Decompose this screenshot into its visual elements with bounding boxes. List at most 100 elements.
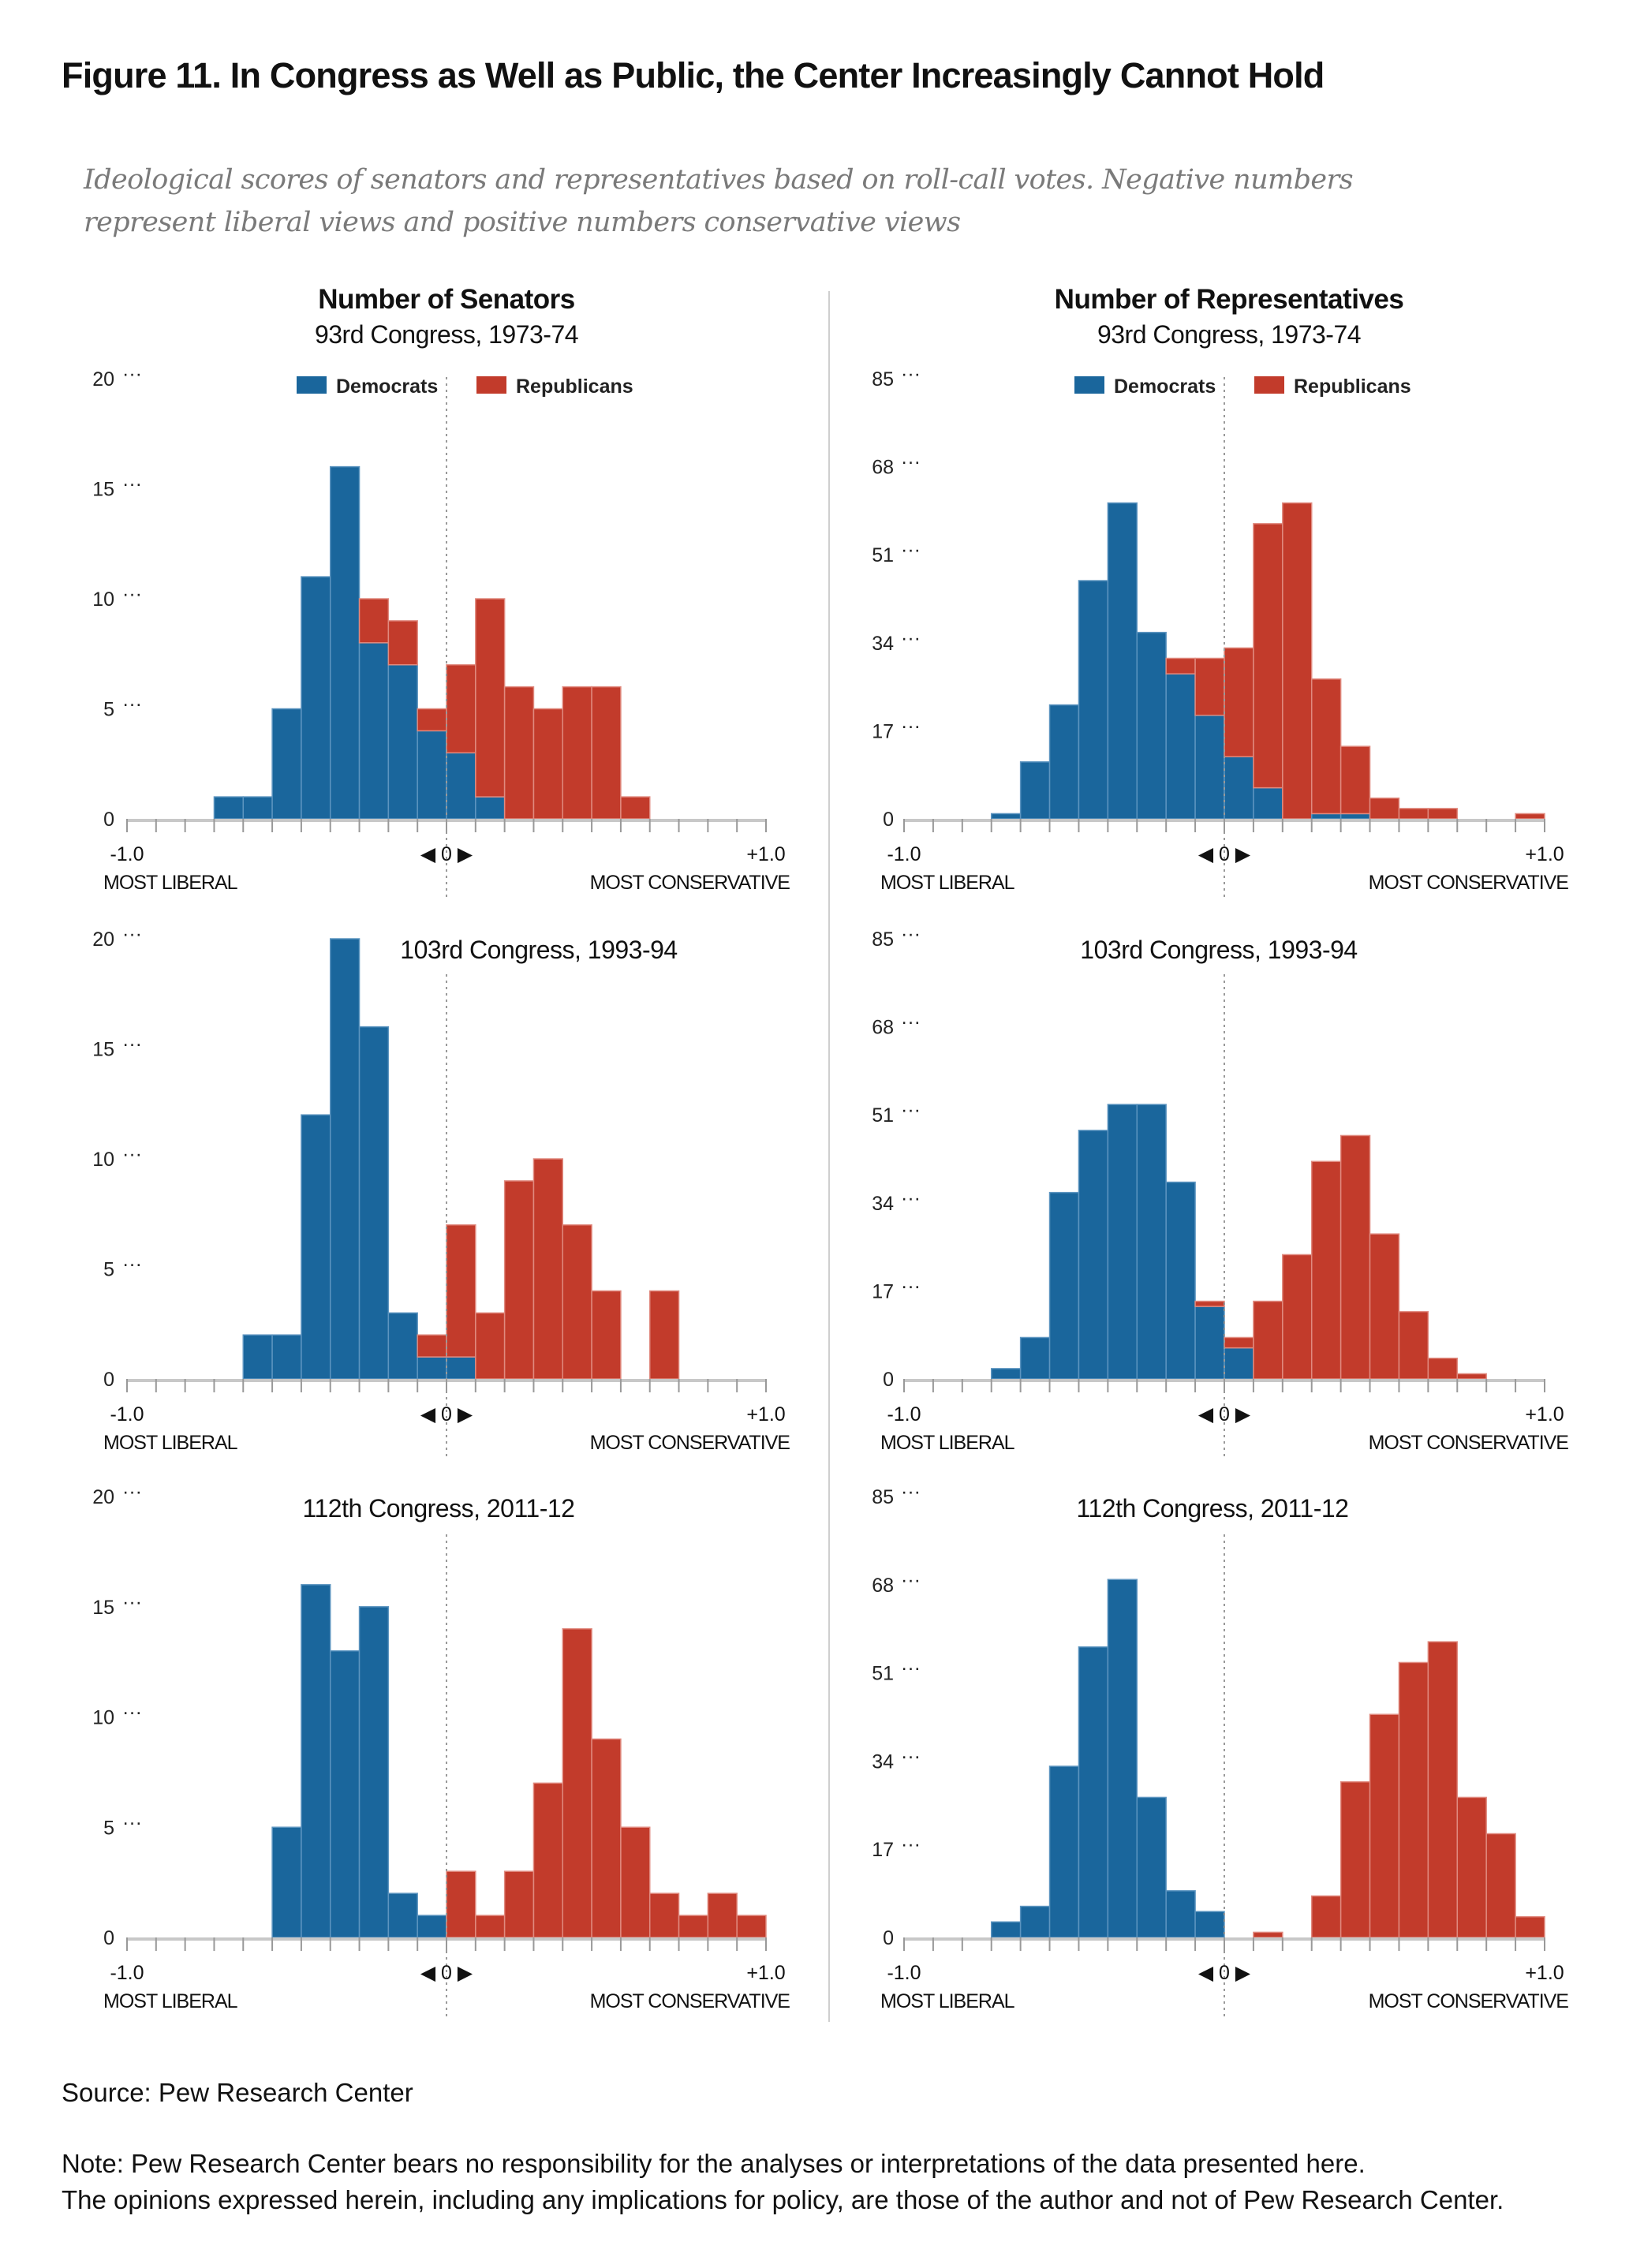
chart-1-bar-democrats xyxy=(475,796,506,820)
chart-4-y-tick-label: 51 xyxy=(872,1104,894,1127)
chart-6-bar-republicans xyxy=(1398,1661,1429,1938)
chart-5-x-label-conservative: MOST CONSERVATIVE xyxy=(590,1990,790,2012)
chart-1-bar-democrats xyxy=(417,730,447,820)
chart-4-y-tick-dots: ··· xyxy=(901,923,921,945)
chart-3-y-tick-label: 0 xyxy=(103,1369,114,1391)
chart-3-bar-republicans xyxy=(417,1334,447,1358)
chart-1-bar-republicans xyxy=(591,686,622,820)
chart-5-y-tick-dots: ··· xyxy=(122,1811,142,1833)
column-divider xyxy=(828,291,830,2022)
chart-2-bar-republicans xyxy=(1398,808,1429,820)
house-103rd-title: 103rd Congress, 1993-94 xyxy=(1080,936,1358,964)
senate-103rd-title: 103rd Congress, 1993-94 xyxy=(400,936,678,964)
chart-5-bar-republicans xyxy=(446,1870,476,1938)
chart-2-bar-republicans xyxy=(1310,678,1342,815)
chart-2-bar-democrats xyxy=(1253,787,1283,820)
chart-4-bar-republicans xyxy=(1398,1310,1429,1380)
chart-3-y-tick-dots: ··· xyxy=(122,1254,142,1276)
chart-1-bar-democrats xyxy=(213,796,245,820)
chart-2-bar-democrats xyxy=(1194,714,1225,820)
chart-2-bar-republicans xyxy=(1253,523,1283,789)
chart-4-bar-republicans xyxy=(1194,1300,1225,1307)
chart-1-y-tick-label: 10 xyxy=(92,588,114,611)
chart-3-bar-democrats xyxy=(417,1356,447,1380)
chart-1-x-label-conservative: MOST CONSERVATIVE xyxy=(590,872,790,894)
chart-4-y-tick-label: 68 xyxy=(872,1017,894,1039)
chart-5-bar-republicans xyxy=(532,1782,564,1938)
house-112th-title: 112th Congress, 2011-12 xyxy=(1076,1494,1349,1523)
chart-1-bar-republicans xyxy=(358,598,390,644)
chart-2-y-tick-label: 34 xyxy=(872,633,894,655)
chart-1-bar-republicans xyxy=(387,620,418,666)
chart-2-legend-swatch-republicans xyxy=(1254,376,1284,394)
chart-6-bar-republicans xyxy=(1310,1895,1342,1938)
chart-5-x-tick-label-min: -1.0 xyxy=(110,1962,144,1984)
chart-5-bar-republicans xyxy=(707,1892,738,1938)
chart-2-bar-democrats xyxy=(1339,813,1371,820)
chart-1-y-tick-label: 5 xyxy=(103,699,114,721)
chart-5-bar-republicans xyxy=(736,1915,767,1938)
chart-1-bar-democrats xyxy=(446,752,476,820)
chart-4-bar-republicans xyxy=(1310,1160,1342,1380)
chart-5-bar-republicans xyxy=(648,1892,680,1938)
chart-4-bar-democrats xyxy=(1136,1104,1167,1380)
chart-2-bar-democrats xyxy=(1107,502,1138,820)
chart-6-y-tick-label: 68 xyxy=(872,1575,894,1597)
chart-5-x-tick-label-max: +1.0 xyxy=(746,1962,785,1984)
chart-1-x-tick-label-max: +1.0 xyxy=(746,843,785,865)
figure-title: Figure 11. In Congress as Well as Public… xyxy=(62,55,1325,95)
chart-4-x-tick-label-zero: ◀ 0 ▶ xyxy=(1198,1403,1251,1425)
chart-6-y-tick-dots: ··· xyxy=(901,1833,921,1855)
chart-5-y-tick-label: 10 xyxy=(92,1707,114,1729)
chart-6-bar-democrats xyxy=(1194,1911,1225,1938)
chart-1-x-label-liberal: MOST LIBERAL xyxy=(103,872,238,894)
chart-4-y-tick-label: 0 xyxy=(883,1369,894,1391)
chart-6-y-tick-dots: ··· xyxy=(901,1657,921,1680)
chart-6-y-tick-dots: ··· xyxy=(901,1569,921,1591)
chart-4-bar-democrats xyxy=(1078,1130,1109,1380)
chart-4-bar-democrats xyxy=(990,1368,1022,1380)
chart-5-y-tick-label: 20 xyxy=(92,1486,114,1508)
chart-2-bar-democrats xyxy=(1078,580,1109,820)
chart-6-bar-democrats xyxy=(1048,1765,1080,1938)
chart-1-y-tick-label: 15 xyxy=(92,479,114,501)
chart-4-bar-democrats xyxy=(1224,1347,1254,1380)
chart-5-y-tick-label: 5 xyxy=(103,1817,114,1839)
chart-2-bar-republicans xyxy=(1194,657,1225,716)
chart-3-x-tick-label-min: -1.0 xyxy=(110,1403,144,1425)
chart-4-y-tick-label: 34 xyxy=(872,1193,894,1215)
chart-2-x-label-conservative: MOST CONSERVATIVE xyxy=(1369,872,1569,894)
chart-3-bar-democrats xyxy=(242,1334,273,1380)
chart-1-x-tick-label-zero: ◀ 0 ▶ xyxy=(420,843,473,865)
chart-6-y-tick-label: 85 xyxy=(872,1486,894,1508)
chart-1-y-tick-label: 0 xyxy=(103,809,114,831)
chart-1-bar-democrats xyxy=(387,663,418,820)
chart-1-legend-label-republicans: Republicans xyxy=(516,376,633,398)
chart-5-y-tick-dots: ··· xyxy=(122,1591,142,1613)
chart-3-y-tick-label: 15 xyxy=(92,1039,114,1061)
chart-6-bar-republicans xyxy=(1485,1833,1516,1938)
senate-column-heading: Number of Senators xyxy=(318,284,575,315)
chart-2-x-tick-label-max: +1.0 xyxy=(1525,843,1564,865)
chart-4-bar-republicans xyxy=(1456,1373,1487,1380)
chart-3-y-tick-label: 5 xyxy=(103,1259,114,1281)
chart-4-bar-democrats xyxy=(1165,1181,1196,1380)
chart-2-y-tick-dots: ··· xyxy=(901,539,921,561)
chart-2-y-tick-label: 0 xyxy=(883,809,894,831)
chart-5-bar-republicans xyxy=(678,1915,709,1938)
chart-5-bar-democrats xyxy=(417,1915,447,1938)
chart-2-x-tick-label-min: -1.0 xyxy=(887,843,921,865)
chart-2-y-tick-label: 85 xyxy=(872,368,894,390)
chart-6-bar-democrats xyxy=(1107,1579,1138,1938)
chart-6-y-tick-label: 51 xyxy=(872,1663,894,1685)
chart-6-y-tick-label: 34 xyxy=(872,1751,894,1773)
chart-2-y-tick-label: 68 xyxy=(872,457,894,479)
chart-4-bar-democrats xyxy=(1019,1336,1051,1380)
chart-6-bar-democrats xyxy=(1019,1905,1051,1938)
chart-3-x-label-liberal: MOST LIBERAL xyxy=(103,1432,238,1454)
chart-1-bar-democrats xyxy=(301,576,331,820)
chart-1-legend-swatch-republicans xyxy=(476,376,506,394)
chart-1-bar-democrats xyxy=(242,796,273,820)
chart-5-bar-republicans xyxy=(562,1627,592,1938)
chart-3-bar-republicans xyxy=(503,1180,535,1380)
